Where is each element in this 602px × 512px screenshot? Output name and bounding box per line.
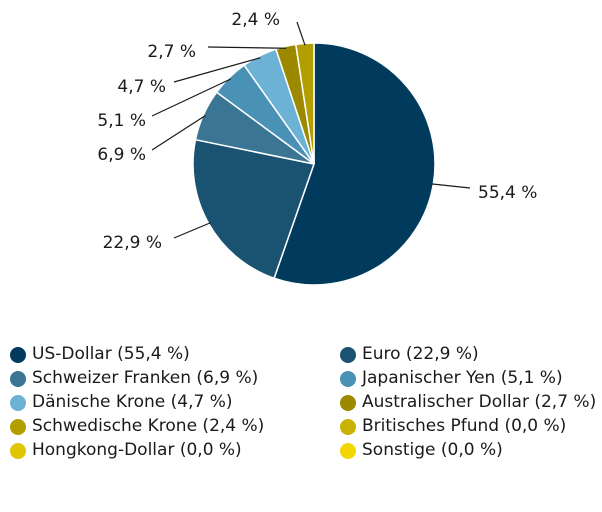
slice-label: 2,7 % <box>147 42 196 62</box>
legend-swatch <box>10 347 26 363</box>
leader-line <box>296 21 306 46</box>
legend-label: Japanischer Yen (5,1 %) <box>362 368 563 388</box>
legend-item: Schwedische Krone (2,4 %) <box>10 418 340 440</box>
leader-line <box>207 46 287 49</box>
legend-swatch <box>340 443 356 459</box>
legend-swatch <box>10 443 26 459</box>
legend-label: US-Dollar (55,4 %) <box>32 344 190 364</box>
leader-line <box>173 57 261 83</box>
legend-label: Euro (22,9 %) <box>362 344 479 364</box>
legend-item: US-Dollar (55,4 %) <box>10 346 340 368</box>
legend-item: Dänische Krone (4,7 %) <box>10 394 340 416</box>
legend-swatch <box>340 371 356 387</box>
legend-label: Sonstige (0,0 %) <box>362 440 503 460</box>
legend-item: Hongkong-Dollar (0,0 %) <box>10 442 340 464</box>
legend-item: Sonstige (0,0 %) <box>340 442 602 464</box>
slice-label: 55,4 % <box>478 183 537 203</box>
legend-swatch <box>340 395 356 411</box>
legend-label: Dänische Krone (4,7 %) <box>32 392 233 412</box>
slice-label: 5,1 % <box>97 111 146 131</box>
slice-label: 4,7 % <box>117 77 166 97</box>
slice-label: 6,9 % <box>97 145 146 165</box>
legend-swatch <box>10 419 26 435</box>
pie-area: 55,4 % 22,9 % 6,9 % 5,1 % 4,7 % 2,7 % 2,4 % <box>97 10 537 286</box>
slice-label: 22,9 % <box>103 233 162 253</box>
leader-line <box>151 78 231 117</box>
legend-label: Schweizer Franken (6,9 %) <box>32 368 259 388</box>
legend-item: Britisches Pfund (0,0 %) <box>340 418 602 440</box>
legend-label: Schwedische Krone (2,4 %) <box>32 416 265 436</box>
leader-line <box>151 115 206 151</box>
legend-label: Australischer Dollar (2,7 %) <box>362 392 597 412</box>
legend-label: Britisches Pfund (0,0 %) <box>362 416 567 436</box>
slice-label: 2,4 % <box>231 10 280 30</box>
legend-item: Euro (22,9 %) <box>340 346 602 368</box>
leader-line <box>173 222 211 239</box>
legend-item: Australischer Dollar (2,7 %) <box>340 394 602 416</box>
legend-swatch <box>10 395 26 411</box>
legend: US-Dollar (55,4 %) Euro (22,9 %) Schweizer… <box>10 346 602 464</box>
legend-item: Japanischer Yen (5,1 %) <box>340 370 602 392</box>
legend-swatch <box>340 419 356 435</box>
legend-label: Hongkong-Dollar (0,0 %) <box>32 440 242 460</box>
legend-swatch <box>340 347 356 363</box>
legend-item: Schweizer Franken (6,9 %) <box>10 370 340 392</box>
legend-swatch <box>10 371 26 387</box>
leader-line <box>431 183 471 189</box>
